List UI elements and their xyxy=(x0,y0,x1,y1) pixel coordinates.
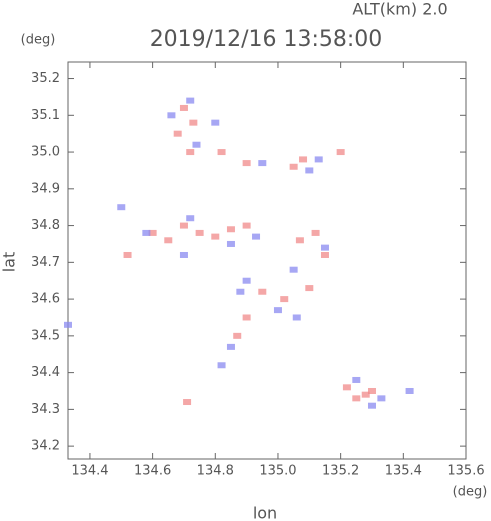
echo-point xyxy=(320,251,329,258)
echo-point xyxy=(258,288,267,295)
echo-point xyxy=(211,233,220,240)
y-tick-label: 35.0 xyxy=(31,145,60,160)
echo-point xyxy=(179,251,188,258)
x-tick-label: 134.8 xyxy=(197,464,234,479)
plot-frame xyxy=(67,61,467,460)
echo-point xyxy=(226,226,235,233)
echo-point xyxy=(186,215,195,222)
echo-point xyxy=(186,97,195,104)
echo-point xyxy=(179,222,188,229)
echo-point xyxy=(320,244,329,251)
echo-point xyxy=(289,266,298,273)
y-tick-label: 34.7 xyxy=(31,255,60,270)
altitude-label: ALT(km) 2.0 xyxy=(352,0,447,19)
echo-point xyxy=(148,229,157,236)
echo-point xyxy=(242,314,251,321)
echo-point xyxy=(367,402,376,409)
echo-point xyxy=(336,149,345,156)
y-tick-label: 34.8 xyxy=(31,218,60,233)
echo-point xyxy=(226,240,235,247)
y-tick-label: 34.2 xyxy=(31,439,60,454)
y-tick-label: 35.1 xyxy=(31,108,60,123)
echo-point xyxy=(252,233,261,240)
echo-point xyxy=(217,362,226,369)
echo-point xyxy=(352,395,361,402)
echo-point xyxy=(217,149,226,156)
echo-point xyxy=(64,321,72,328)
echo-point xyxy=(142,229,151,236)
echo-point xyxy=(305,285,314,292)
x-tick-label: 135.2 xyxy=(322,464,359,479)
echo-point xyxy=(242,222,251,229)
echo-point xyxy=(361,391,370,398)
y-tick-label: 34.6 xyxy=(31,292,60,307)
echo-point xyxy=(280,296,289,303)
echo-point xyxy=(273,307,282,314)
echo-point xyxy=(299,156,308,163)
echo-point xyxy=(123,251,132,258)
y-tick-label: 34.4 xyxy=(31,365,60,380)
echo-point xyxy=(189,119,198,126)
y-tick-label: 34.9 xyxy=(31,181,60,196)
echo-point xyxy=(242,277,251,284)
echo-point xyxy=(295,237,304,244)
echo-point xyxy=(367,387,376,394)
echo-point xyxy=(405,387,414,394)
echo-point xyxy=(233,332,242,339)
echo-point xyxy=(377,395,386,402)
echo-point xyxy=(352,376,361,383)
echo-point xyxy=(311,229,320,236)
y-axis-title: lat xyxy=(0,252,19,273)
echo-point xyxy=(173,130,182,137)
echo-point xyxy=(195,229,204,236)
echo-point xyxy=(183,399,192,406)
echo-point xyxy=(164,237,173,244)
echo-point xyxy=(167,112,176,119)
echo-point xyxy=(211,119,220,126)
echo-point xyxy=(342,384,351,391)
x-tick-label: 135.0 xyxy=(259,464,296,479)
echo-point xyxy=(186,149,195,156)
echo-point xyxy=(179,104,188,111)
y-tick-label: 34.5 xyxy=(31,328,60,343)
x-tick-label: 134.4 xyxy=(71,464,108,479)
y-tick-label: 34.3 xyxy=(31,402,60,417)
echo-point xyxy=(314,156,323,163)
x-axis-title: lon xyxy=(253,504,277,521)
y-tick-label: 35.2 xyxy=(31,71,60,86)
x-unit: (deg) xyxy=(453,485,488,500)
echo-point xyxy=(192,141,201,148)
x-tick-label: 135.6 xyxy=(447,464,484,479)
chart-title: 2019/12/16 13:58:00 xyxy=(150,27,383,52)
y-unit: (deg) xyxy=(21,33,56,48)
echo-point xyxy=(117,204,126,211)
echo-point xyxy=(226,343,235,350)
echo-point xyxy=(292,314,301,321)
echo-point xyxy=(242,160,251,167)
echo-point xyxy=(236,288,245,295)
echo-point xyxy=(289,163,298,170)
echo-point xyxy=(305,167,314,174)
echo-point xyxy=(258,160,267,167)
x-tick-label: 134.6 xyxy=(134,464,171,479)
x-tick-label: 135.4 xyxy=(385,464,422,479)
